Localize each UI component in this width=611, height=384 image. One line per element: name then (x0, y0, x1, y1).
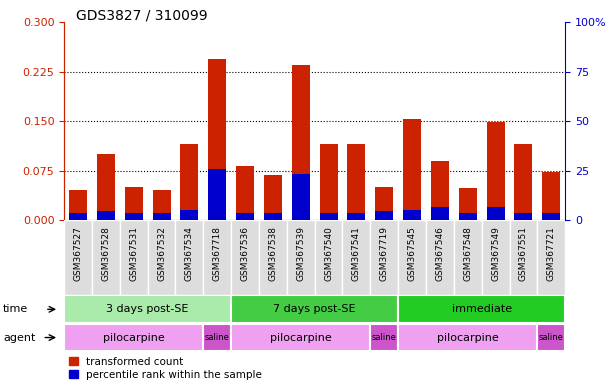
Bar (69, 214, 87, 220)
Bar (125, 187, 143, 220)
Bar (180, 144, 199, 220)
Text: GSM367546: GSM367546 (436, 226, 444, 281)
Bar (348, 144, 365, 220)
Text: saline: saline (372, 333, 397, 342)
Bar (426, 220, 454, 295)
Text: GSM367534: GSM367534 (185, 226, 194, 281)
Text: pilocarpine: pilocarpine (103, 333, 164, 343)
Bar (236, 214, 254, 220)
Bar (64, 324, 203, 351)
Text: saline: saline (205, 333, 230, 342)
Bar (148, 220, 175, 295)
Bar (431, 161, 449, 220)
Text: pilocarpine: pilocarpine (270, 333, 332, 343)
Bar (514, 214, 532, 220)
Bar (481, 220, 510, 295)
Bar (315, 220, 343, 295)
Bar (320, 144, 338, 220)
Bar (459, 189, 477, 220)
Bar (264, 175, 282, 220)
Bar (459, 214, 477, 220)
Text: saline: saline (539, 333, 564, 342)
Bar (120, 220, 148, 295)
Bar (125, 214, 143, 220)
Bar (403, 119, 421, 220)
Text: time: time (3, 304, 28, 314)
Bar (231, 220, 259, 295)
Bar (370, 220, 398, 295)
Text: GSM367532: GSM367532 (157, 226, 166, 281)
Bar (153, 214, 170, 220)
Bar (320, 214, 338, 220)
Legend: transformed count, percentile rank within the sample: transformed count, percentile rank withi… (70, 357, 262, 380)
Text: GDS3827 / 310099: GDS3827 / 310099 (76, 8, 208, 22)
Bar (537, 324, 565, 351)
Bar (236, 166, 254, 220)
Text: GSM367540: GSM367540 (324, 226, 333, 281)
Bar (64, 296, 231, 323)
Bar (348, 214, 365, 220)
Bar (486, 122, 505, 220)
Text: GSM367545: GSM367545 (408, 226, 417, 281)
Text: GSM367551: GSM367551 (519, 226, 528, 281)
Bar (175, 220, 203, 295)
Bar (510, 220, 537, 295)
Text: immediate: immediate (452, 304, 512, 314)
Text: GSM367539: GSM367539 (296, 226, 306, 281)
Bar (486, 207, 505, 220)
Bar (375, 212, 393, 220)
Bar (343, 220, 370, 295)
Text: GSM367531: GSM367531 (130, 226, 138, 281)
Bar (97, 154, 115, 220)
Text: GSM367719: GSM367719 (380, 226, 389, 281)
Text: GSM367721: GSM367721 (547, 226, 556, 281)
Text: GSM367538: GSM367538 (268, 226, 277, 281)
Bar (231, 324, 370, 351)
Bar (208, 58, 226, 220)
Bar (291, 174, 310, 220)
Bar (370, 324, 398, 351)
Bar (431, 207, 449, 220)
Bar (398, 220, 426, 295)
Bar (97, 212, 115, 220)
Bar (153, 190, 170, 220)
Bar (398, 296, 565, 323)
Bar (375, 187, 393, 220)
Text: GSM367528: GSM367528 (101, 226, 111, 281)
Bar (231, 296, 398, 323)
Bar (454, 220, 481, 295)
Bar (208, 169, 226, 220)
Bar (64, 220, 92, 295)
Bar (291, 65, 310, 220)
Bar (542, 172, 560, 220)
Text: GSM367548: GSM367548 (463, 226, 472, 281)
Text: 7 days post-SE: 7 days post-SE (273, 304, 356, 314)
Bar (514, 144, 532, 220)
Text: GSM367549: GSM367549 (491, 226, 500, 281)
Text: GSM367527: GSM367527 (73, 226, 82, 281)
Bar (203, 324, 231, 351)
Bar (403, 210, 421, 220)
Bar (398, 324, 537, 351)
Bar (287, 220, 315, 295)
Text: 3 days post-SE: 3 days post-SE (106, 304, 189, 314)
Bar (180, 210, 199, 220)
Text: GSM367718: GSM367718 (213, 226, 222, 281)
Bar (537, 220, 565, 295)
Bar (203, 220, 231, 295)
Bar (542, 214, 560, 220)
Text: GSM367536: GSM367536 (241, 226, 249, 281)
Text: agent: agent (3, 333, 35, 343)
Bar (264, 214, 282, 220)
Text: pilocarpine: pilocarpine (437, 333, 499, 343)
Bar (69, 190, 87, 220)
Bar (259, 220, 287, 295)
Bar (92, 220, 120, 295)
Text: GSM367541: GSM367541 (352, 226, 361, 281)
